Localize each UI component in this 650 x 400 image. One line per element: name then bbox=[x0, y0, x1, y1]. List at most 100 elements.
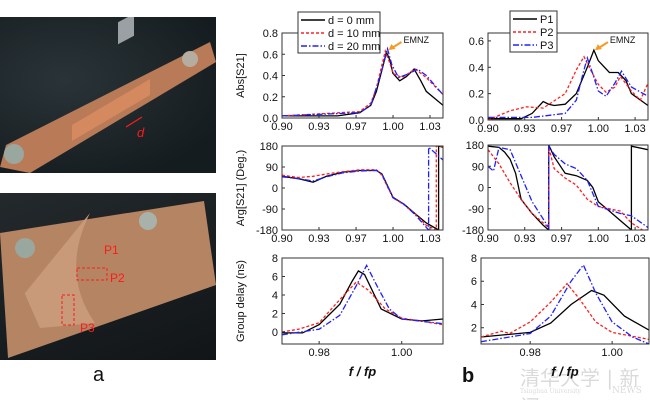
y-tick-label: 90 bbox=[266, 162, 278, 174]
y-tick-label: 0.0 bbox=[469, 115, 484, 127]
panel-label-b: b bbox=[462, 365, 475, 387]
y-tick-label: 4 bbox=[471, 299, 477, 311]
photo-straight-waveguide: d bbox=[0, 17, 216, 173]
y-tick-label: 180 bbox=[260, 141, 278, 153]
right-arg-frame bbox=[487, 144, 649, 231]
right-group-delay-frame bbox=[480, 257, 650, 345]
x-tick-label: 1.03 bbox=[419, 233, 440, 245]
x-tick-label: 1.03 bbox=[624, 123, 645, 135]
x-tick-label: 0.97 bbox=[551, 123, 572, 135]
watermark-news: NEWS bbox=[612, 386, 642, 396]
x-tick-label: 1.00 bbox=[588, 233, 609, 245]
connector-left bbox=[4, 144, 24, 164]
y-tick-label: 0.0 bbox=[263, 113, 278, 125]
y-tick-label: 4 bbox=[272, 290, 278, 302]
left-group-delay-ylabel: Group delay (ns) bbox=[235, 260, 247, 342]
photo-bent-waveguide: P1 P2 P3 bbox=[0, 193, 216, 360]
y-tick-label: 180 bbox=[466, 140, 484, 152]
annotation-d: d bbox=[137, 125, 145, 140]
left-group-delay-xlabel: f / fp bbox=[349, 364, 376, 379]
left-group-delay-series-3 bbox=[282, 263, 443, 336]
left-abs-chart: 0.90 0.93 0.97 1.00 1.03 0.0 0.2 0.4 0.6 0.8 Abs[S… bbox=[235, 11, 444, 133]
y-tick-label: -90 bbox=[262, 204, 278, 216]
y-tick-label: 90 bbox=[472, 161, 484, 173]
right-arg-chart: 0.90 0.93 0.97 1.00 1.03 -180 -90 0 90 180 bbox=[462, 140, 649, 245]
x-tick-label: 1.00 bbox=[391, 347, 412, 359]
x-tick-label: 0.90 bbox=[271, 233, 292, 245]
y-tick-label: 0 bbox=[272, 183, 278, 195]
x-tick-label: 0.90 bbox=[477, 123, 498, 135]
y-tick-label: 0.4 bbox=[469, 62, 484, 74]
emnz-arrow-head bbox=[594, 44, 602, 51]
region-p2 bbox=[76, 267, 108, 281]
y-tick-label: 0.6 bbox=[263, 49, 278, 61]
left-abs-series-1 bbox=[282, 50, 443, 117]
left-group-delay-chart: 0.98 1.00 0 2 4 6 8 Group delay (ns) f / fp bbox=[235, 253, 444, 379]
left-arg-chart: 0.90 0.93 0.97 1.00 1.03 -180 -90 0 90 180 Arg[S21… bbox=[235, 141, 444, 245]
right-group-delay-series-2 bbox=[481, 282, 649, 341]
x-tick-label: 1.00 bbox=[601, 347, 622, 359]
x-tick-label: 1.03 bbox=[624, 233, 645, 245]
x-tick-label: 0.98 bbox=[308, 347, 329, 359]
x-tick-label: 0.93 bbox=[308, 121, 329, 133]
right-group-delay-chart: 0.98 1.00 2 4 6 8 f / fp bbox=[471, 253, 650, 379]
y-tick-label: -180 bbox=[256, 225, 278, 237]
connector-right bbox=[139, 212, 157, 230]
right-arg-series-3 bbox=[488, 145, 648, 230]
emnz-label: EMNZ bbox=[403, 35, 429, 45]
x-tick-label: 0.93 bbox=[514, 233, 535, 245]
y-tick-label: 2 bbox=[272, 308, 278, 320]
annotation-p1: P1 bbox=[104, 243, 119, 257]
left-abs-legend: d = 0 mmd = 10 mmd = 20 mm bbox=[297, 11, 381, 54]
watermark-text: 清华大学 | 新闻 bbox=[520, 366, 640, 400]
legend-entry: d = 0 mm bbox=[328, 15, 374, 27]
left-arg-series-2 bbox=[282, 146, 443, 230]
right-group-delay-series-3 bbox=[481, 263, 649, 344]
panel-label-a: a bbox=[93, 364, 105, 386]
y-tick-label: 0.2 bbox=[263, 92, 278, 104]
x-tick-label: 0.93 bbox=[514, 123, 535, 135]
x-tick-label: 1.00 bbox=[382, 121, 403, 133]
left-arg-series-3 bbox=[282, 146, 443, 230]
legend-entry: d = 20 mm bbox=[328, 41, 380, 53]
emnz-arrow-head bbox=[388, 44, 396, 50]
waveguide-illustration bbox=[0, 17, 216, 173]
x-tick-label: 0.97 bbox=[345, 121, 366, 133]
y-tick-label: -90 bbox=[468, 204, 484, 216]
x-tick-label: 1.00 bbox=[588, 123, 609, 135]
y-tick-label: 8 bbox=[272, 253, 278, 265]
connector-left bbox=[15, 238, 35, 258]
left-group-delay-series-2 bbox=[282, 281, 443, 333]
right-arg-series-1 bbox=[488, 145, 648, 230]
watermark-subtext: Tsinghua University bbox=[520, 388, 581, 395]
legend-entry: d = 10 mm bbox=[328, 28, 380, 40]
x-tick-label: 0.97 bbox=[345, 233, 366, 245]
x-tick-label: 0.93 bbox=[308, 233, 329, 245]
region-p3 bbox=[61, 294, 75, 326]
annotation-p2: P2 bbox=[110, 271, 125, 285]
y-tick-label: 6 bbox=[272, 271, 278, 283]
bent-waveguide-illustration bbox=[0, 201, 216, 358]
d-dimension-arrow bbox=[125, 116, 143, 128]
y-tick-label: 6 bbox=[471, 276, 477, 288]
right-abs-series-1 bbox=[488, 48, 648, 120]
right-abs-chart: 0.90 0.93 0.97 1.00 1.03 0.0 0.2 0.4 0.6 EMNZ P1P2… bbox=[469, 10, 649, 135]
y-tick-label: 2 bbox=[471, 323, 477, 335]
left-abs-series-3 bbox=[282, 46, 443, 117]
left-group-delay-frame bbox=[281, 257, 444, 345]
right-abs-frame bbox=[487, 32, 649, 121]
y-tick-label: 0.6 bbox=[469, 36, 484, 48]
waveguide-channel bbox=[72, 79, 150, 141]
right-arg-series-2 bbox=[488, 147, 648, 230]
x-tick-label: 0.98 bbox=[519, 347, 540, 359]
legend-entry: P2 bbox=[540, 27, 553, 39]
x-tick-label: 1.00 bbox=[382, 233, 403, 245]
emnz-label: EMNZ bbox=[610, 35, 636, 45]
left-abs-series-2 bbox=[282, 48, 443, 117]
wire-array bbox=[118, 17, 134, 45]
y-tick-label: 0 bbox=[478, 183, 484, 195]
left-abs-ylabel: Abs[S21] bbox=[235, 53, 247, 98]
